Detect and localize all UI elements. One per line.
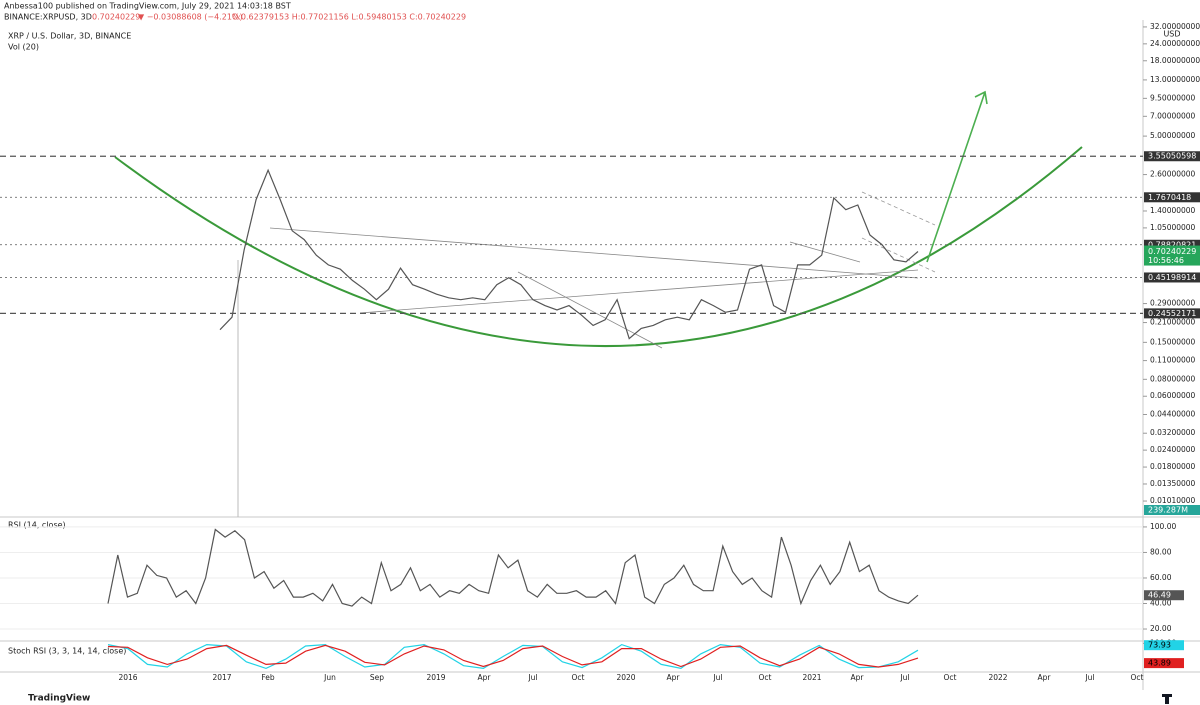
rsi-title: RSI (14, close) <box>8 521 66 530</box>
last-value-bg <box>1144 658 1184 669</box>
last: 0.70240229 <box>92 13 140 22</box>
drawings <box>114 90 1083 517</box>
volume-label-bg <box>1144 505 1200 515</box>
y-tick-label: 0.01800000 <box>1150 462 1196 471</box>
y-tick-label: 0.11000000 <box>1150 356 1196 365</box>
level-label: 0.24552171 <box>1148 309 1196 318</box>
x-tick-label: Jul <box>899 673 909 682</box>
y-tick-label: 9.50000000 <box>1150 93 1196 102</box>
y-tick-label: 0.01010000 <box>1150 496 1196 505</box>
price-axis: 32.00000000 24.00000000 18.00000000 13.0000… <box>1143 22 1200 647</box>
x-tick-label: Jul <box>527 673 537 682</box>
y-tick-label: 5.00000000 <box>1150 131 1196 140</box>
x-tick-label: Sep <box>370 673 384 682</box>
y-tick-label: 18.00000000 <box>1150 56 1200 65</box>
y-tick-label: 7.00000000 <box>1150 111 1196 120</box>
x-tick-label: Oct <box>572 673 585 682</box>
y-tick-label: 24.00000000 <box>1150 39 1200 48</box>
y-tick-label: 0.04400000 <box>1150 409 1196 418</box>
level-label: 0.45198914 <box>1148 273 1196 282</box>
x-tick-label: Oct <box>1131 673 1144 682</box>
x-tick-label: Feb <box>261 673 275 682</box>
x-tick-label: 2022 <box>988 673 1007 682</box>
last-value: 46.49 <box>1148 591 1171 600</box>
x-tick-label: Oct <box>759 673 772 682</box>
y-tick-label: 0.02400000 <box>1150 445 1196 454</box>
publisher: Anbessa100 published on TradingView.com,… <box>4 2 291 11</box>
level-label: 0.78820821 <box>1148 240 1196 249</box>
level-label-bg <box>1144 151 1200 162</box>
y-tick-label: 100.00 <box>1150 522 1176 531</box>
series-line <box>107 644 919 668</box>
y-tick-label: 0.29000000 <box>1150 299 1196 308</box>
x-tick-label: Apr <box>478 673 492 682</box>
x-tick-label: Jul <box>712 673 722 682</box>
y-tick-label: 0.01350000 <box>1150 479 1196 488</box>
level-label-bg <box>1144 272 1200 283</box>
x-tick-label: Apr <box>851 673 865 682</box>
change: ▼ −0.03088608 (−4.21%) <box>138 13 243 22</box>
last-value: 73.93 <box>1148 641 1171 650</box>
series-line <box>107 528 919 607</box>
y-tick-label: 20.00 <box>1150 624 1172 633</box>
level-label: 3.55050598 <box>1148 152 1196 161</box>
level-label: 1.7670418 <box>1148 193 1191 202</box>
level-label-bg <box>1144 239 1200 250</box>
x-tick-label: 2021 <box>802 673 821 682</box>
x-tick-label: Jul <box>1084 673 1094 682</box>
countdown: 10:56:46 <box>1148 256 1184 265</box>
y-tick-label: 2.60000000 <box>1150 170 1196 179</box>
y-unit: USD <box>1163 30 1180 39</box>
logo <box>1162 694 1172 704</box>
arrow <box>926 90 988 263</box>
x-tick-label: 2016 <box>118 673 137 682</box>
ohlc: O:0.62379153 H:0.77021156 L:0.59480153 C… <box>232 13 466 22</box>
volume-title: Vol (20) <box>8 43 39 52</box>
volume-label: 239.287M <box>1148 506 1188 515</box>
level-label-bg <box>1144 308 1200 319</box>
last-price-bg <box>1144 245 1200 266</box>
y-tick-label: 0.03200000 <box>1150 428 1196 437</box>
cup-curve <box>114 146 1083 347</box>
y-tick-label: 40.00 <box>1150 599 1172 608</box>
level-label-bg <box>1144 192 1200 203</box>
x-tick-label: Apr <box>1038 673 1052 682</box>
y-tick-label: 80.00 <box>1150 547 1172 556</box>
brand: TradingView <box>28 694 90 704</box>
x-tick-label: 2019 <box>426 673 445 682</box>
channel-lines <box>861 191 936 273</box>
last-price: 0.70240229 <box>1148 247 1196 256</box>
last-value-bg <box>1144 640 1184 651</box>
y-tick-label: 32.00000000 <box>1150 22 1200 31</box>
y-tick-label: 13.00000000 <box>1150 75 1200 84</box>
y-tick-label: 1.05000000 <box>1150 223 1196 232</box>
x-tick-label: Jun <box>323 673 336 682</box>
x-tick-label: Oct <box>944 673 957 682</box>
y-tick-label: 0.06000000 <box>1150 391 1196 400</box>
trend-lines <box>269 227 919 349</box>
y-tick-label: 1.40000000 <box>1150 206 1196 215</box>
x-tick-label: 2020 <box>616 673 635 682</box>
last-value-bg <box>1144 590 1184 601</box>
symbol: BINANCE:XRPUSD, 3D <box>4 13 92 22</box>
y-tick-label: 0.21000000 <box>1150 318 1196 327</box>
series-line <box>219 168 919 340</box>
y-tick-label: 0.15000000 <box>1150 337 1196 346</box>
x-tick-label: 2017 <box>212 673 231 682</box>
last-value: 43.89 <box>1148 659 1171 668</box>
chart-title: XRP / U.S. Dollar, 3D, BINANCE <box>8 32 131 41</box>
y-tick-label: 0.08000000 <box>1150 374 1196 383</box>
y-tick-label: 60.00 <box>1150 573 1172 582</box>
stoch-title: Stoch RSI (3, 3, 14, 14, close) <box>8 647 126 656</box>
x-tick-label: Apr <box>667 673 681 682</box>
